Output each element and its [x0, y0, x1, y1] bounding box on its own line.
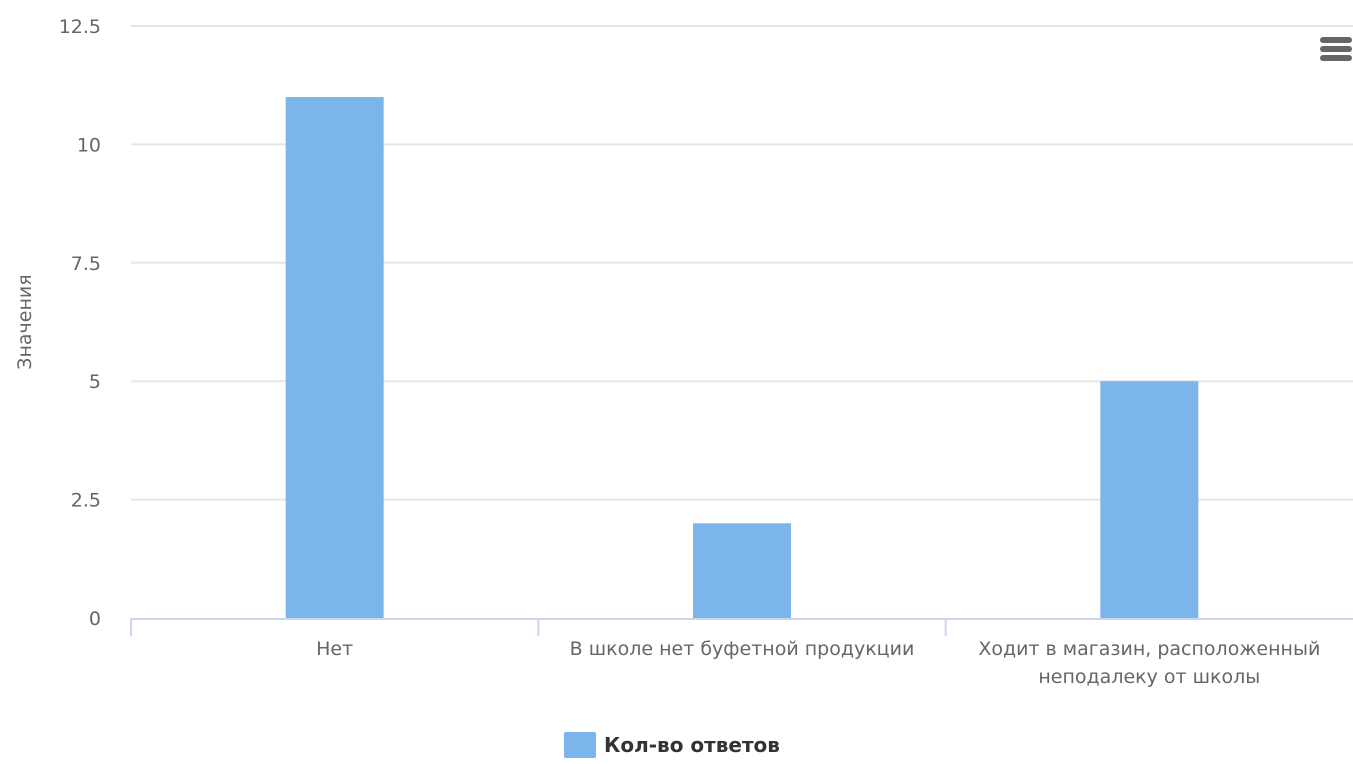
chart-menu-button[interactable]	[1316, 33, 1352, 65]
y-tick-label: 0	[89, 608, 101, 630]
y-tick-label: 5	[89, 371, 101, 393]
hamburger-menu-icon-bottom	[1320, 55, 1352, 61]
x-category-label-line: неподалеку от школы	[1038, 666, 1260, 688]
y-tick-label: 10	[77, 134, 101, 156]
legend-label: Кол-во ответов	[604, 733, 780, 757]
x-category-label: В школе нет буфетной продукции	[570, 638, 915, 660]
legend-swatch	[564, 732, 596, 758]
legend-item[interactable]: Кол-во ответов	[564, 730, 780, 760]
x-category-label-line: В школе нет буфетной продукции	[570, 638, 915, 660]
y-tick-label: 2.5	[71, 490, 101, 512]
x-category-label: Ходит в магазин, расположенный неподалеку…	[978, 638, 1320, 688]
hamburger-menu-icon	[1320, 37, 1352, 43]
y-axis-title: Значения	[14, 274, 36, 369]
x-axis: Нет В школе нет буфетной продукции Ходит в…	[130, 618, 1353, 688]
x-category-label-line: Ходит в магазин, расположенный	[978, 638, 1320, 660]
bar[interactable]	[693, 523, 791, 618]
bars	[285, 97, 1199, 619]
y-tick-label: 12.5	[59, 16, 101, 38]
hamburger-menu-icon-middle	[1320, 46, 1352, 52]
x-category-label: Нет	[316, 638, 353, 660]
bar[interactable]	[285, 97, 384, 619]
y-axis-tick-labels: 0 2.5 5 7.5 10 12.5	[59, 16, 101, 630]
y-tick-label: 7.5	[71, 253, 101, 275]
bar[interactable]	[1100, 381, 1199, 618]
x-category-label-line: Нет	[316, 638, 353, 660]
